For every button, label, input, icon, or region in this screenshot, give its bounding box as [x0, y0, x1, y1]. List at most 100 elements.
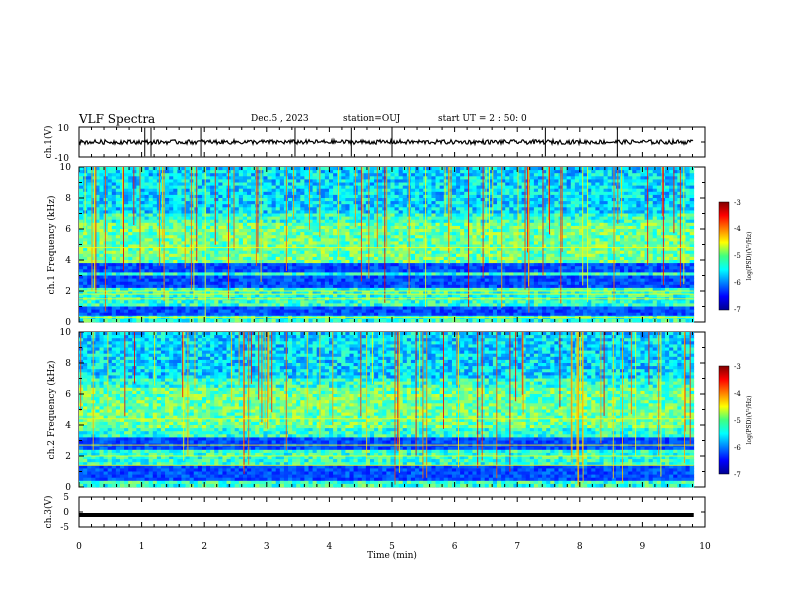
- spectrogram-cell: [402, 188, 408, 193]
- spectrogram-cell: [79, 256, 84, 261]
- spectrogram-cell: [148, 216, 154, 221]
- spectrogram-cell: [468, 213, 473, 217]
- spectrogram-cell: [308, 179, 313, 183]
- spectrogram-cell: [357, 244, 363, 248]
- spectrogram-cell: [288, 170, 293, 174]
- spectrogram-cell: [431, 213, 436, 217]
- spectrogram-cell: [460, 210, 465, 214]
- spectrogram-cell: [144, 216, 150, 221]
- spectrogram-cell: [197, 241, 203, 245]
- spectrogram-cell: [214, 235, 219, 239]
- spectrogram-cell: [357, 216, 363, 221]
- spectrogram-cell: [267, 275, 273, 279]
- spectrogram-cell: [333, 266, 338, 270]
- spectrogram-cell: [328, 309, 334, 314]
- spectrogram-cell: [427, 266, 432, 270]
- spectrogram-cell: [427, 284, 432, 289]
- spectrogram-cell: [234, 222, 240, 227]
- spectrogram-cell: [398, 300, 404, 304]
- spectrogram-cell: [128, 238, 133, 242]
- spectrogram-cell: [152, 188, 158, 193]
- spectrogram-cell: [201, 291, 207, 295]
- spectrogram-cell: [468, 222, 473, 227]
- spectrogram-cell: [218, 269, 223, 273]
- spectrogram-cell: [353, 250, 359, 255]
- spectrogram-cell: [365, 238, 371, 242]
- spectrogram-cell: [427, 198, 432, 202]
- spectrogram-cell: [115, 250, 121, 255]
- spectrogram-cell: [218, 294, 223, 298]
- spectrogram-cell: [472, 173, 477, 177]
- spectrogram-cell: [263, 275, 268, 279]
- spectrogram-cell: [369, 176, 375, 180]
- spectrogram-cell: [308, 300, 313, 304]
- spectrogram-cell: [238, 185, 244, 190]
- spectrogram-cell: [312, 210, 318, 214]
- spectrogram-cell: [201, 179, 207, 183]
- spectrogram-cell: [111, 201, 117, 205]
- spectrogram-cell: [390, 263, 395, 267]
- spectrogram-cell: [349, 216, 354, 221]
- spectrogram-cell: [308, 284, 313, 289]
- spectrogram-cell: [234, 194, 240, 199]
- spectrogram-cell: [415, 198, 420, 202]
- spectrogram-cell: [312, 291, 318, 295]
- spectrogram-cell: [152, 191, 158, 196]
- spectrogram-cell: [197, 318, 203, 323]
- spectrogram-cell: [390, 309, 395, 314]
- spectrogram-cell: [419, 306, 424, 310]
- spectrogram-cell: [251, 291, 256, 295]
- spectrogram-cell: [304, 219, 309, 224]
- spectrogram-cell: [394, 306, 400, 310]
- spectrogram-cell: [337, 191, 342, 196]
- spectrogram-cell: [271, 272, 277, 276]
- spectrogram-cell: [484, 272, 490, 276]
- spectrogram-cell: [107, 210, 113, 214]
- spectrogram-cell: [124, 225, 129, 230]
- spectrogram-cell: [390, 306, 395, 310]
- spectrogram-cell: [177, 266, 182, 270]
- spectrogram-cell: [410, 232, 416, 236]
- spectrogram-cell: [460, 188, 465, 193]
- spectrogram-cell: [484, 207, 490, 211]
- spectrogram-cell: [148, 250, 154, 255]
- spectrogram-cell: [87, 201, 92, 205]
- spectrogram-cell: [95, 182, 100, 186]
- spectrogram-cell: [132, 198, 137, 202]
- spectrogram-cell: [169, 222, 174, 227]
- spectrogram-cell: [173, 303, 178, 307]
- spectrogram-cell: [115, 269, 121, 273]
- spectrogram-cell: [456, 312, 461, 317]
- spectrogram-cell: [460, 213, 465, 217]
- spectrogram-cell: [124, 294, 129, 298]
- spectrogram-cell: [193, 263, 199, 267]
- spectrogram-cell: [99, 235, 104, 239]
- spectrogram-cell: [275, 253, 281, 258]
- spectrogram-cell: [206, 284, 211, 289]
- spectrogram-cell: [439, 309, 445, 314]
- spectrogram-cell: [173, 179, 178, 183]
- spectrogram-cell: [365, 201, 371, 205]
- spectrogram-cell: [443, 281, 449, 286]
- spectrogram-cell: [374, 219, 379, 224]
- spectrogram-cell: [91, 170, 96, 174]
- spectrogram-cell: [464, 300, 469, 304]
- spectrogram-cell: [148, 210, 154, 214]
- spectrogram-cell: [111, 173, 117, 177]
- spectrogram-cell: [308, 306, 313, 310]
- spectrogram-cell: [394, 303, 400, 307]
- spectrogram-cell: [95, 287, 100, 292]
- spectrogram-cell: [263, 201, 268, 205]
- spectrogram-cell: [79, 182, 84, 186]
- spectrogram-cell: [185, 188, 191, 193]
- spectrogram-cell: [119, 287, 125, 292]
- spectrogram-cell: [390, 229, 395, 233]
- spectrogram-cell: [247, 238, 252, 242]
- spectrogram-cell: [484, 260, 490, 264]
- spectrogram-cell: [271, 278, 277, 283]
- spectrogram-cell: [312, 207, 318, 211]
- spectrogram-cell: [87, 204, 92, 208]
- spectrogram-cell: [99, 191, 104, 196]
- spectrogram-cell: [320, 201, 326, 205]
- spectrogram-cell: [292, 222, 297, 227]
